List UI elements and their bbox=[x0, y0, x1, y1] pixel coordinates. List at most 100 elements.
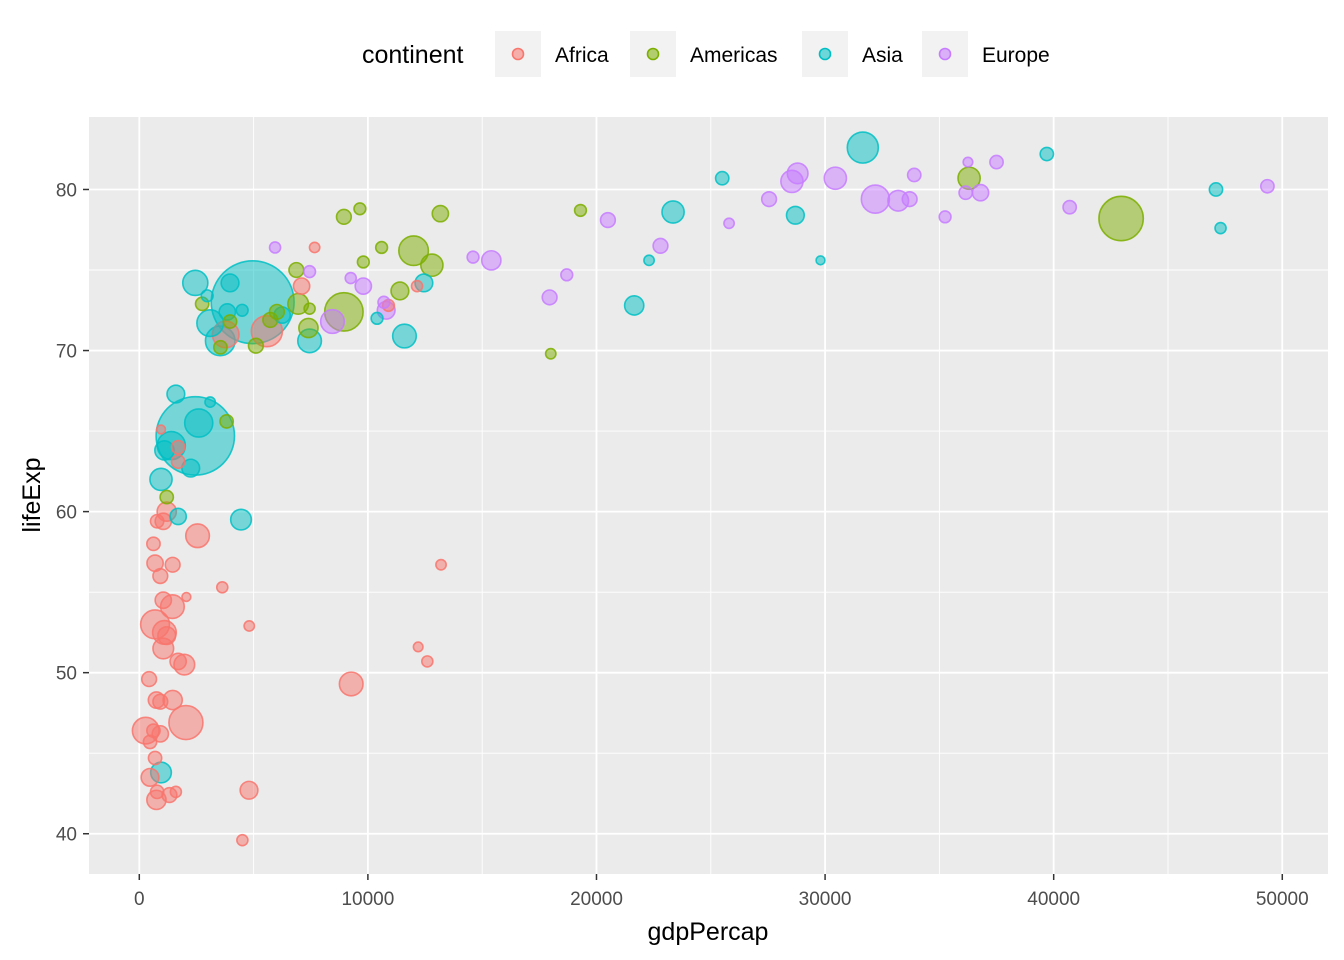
point-europe bbox=[860, 184, 891, 214]
point-asia bbox=[235, 303, 249, 317]
x-axis-ticks: 0 10000 20000 30000 40000 50000 bbox=[134, 874, 1309, 910]
point-europe bbox=[354, 277, 373, 296]
legend-key-africa bbox=[511, 47, 525, 61]
point-americas bbox=[247, 337, 265, 354]
point-africa bbox=[152, 567, 169, 585]
point-africa bbox=[236, 833, 249, 847]
y-axis-title: lifeExp bbox=[18, 457, 46, 532]
point-europe bbox=[466, 250, 480, 264]
y-axis-ticks: 40 50 60 70 80 bbox=[56, 180, 89, 846]
point-asia bbox=[391, 323, 418, 349]
legend-label-europe: Europe bbox=[982, 44, 1050, 67]
point-africa bbox=[410, 279, 424, 293]
point-africa bbox=[170, 454, 186, 470]
point-asia bbox=[1039, 146, 1055, 162]
point-asia bbox=[204, 396, 217, 409]
point-americas bbox=[390, 281, 410, 301]
point-europe bbox=[652, 237, 669, 255]
point-europe bbox=[1062, 199, 1078, 215]
point-europe bbox=[319, 308, 346, 335]
point-americas bbox=[303, 302, 316, 315]
point-asia bbox=[149, 467, 173, 492]
point-africa bbox=[420, 655, 434, 668]
point-africa bbox=[169, 652, 188, 671]
point-africa bbox=[154, 591, 173, 610]
point-americas bbox=[298, 317, 319, 339]
point-asia bbox=[169, 507, 188, 526]
point-europe bbox=[989, 154, 1004, 170]
legend-entry-asia: Asia bbox=[802, 31, 903, 77]
point-africa bbox=[149, 513, 165, 529]
point-europe bbox=[560, 268, 574, 282]
point-africa bbox=[170, 439, 186, 455]
x-tick-label: 50000 bbox=[1256, 889, 1309, 910]
point-americas bbox=[219, 413, 235, 429]
point-americas bbox=[573, 203, 588, 218]
point-europe bbox=[723, 217, 736, 230]
point-americas bbox=[159, 489, 175, 505]
point-africa bbox=[164, 556, 181, 573]
point-asia bbox=[166, 384, 186, 404]
legend-label-americas: Americas bbox=[690, 44, 778, 67]
point-europe bbox=[344, 271, 358, 285]
point-africa bbox=[152, 693, 169, 710]
point-asia bbox=[370, 311, 384, 326]
point-americas bbox=[374, 240, 389, 255]
point-africa bbox=[308, 241, 321, 254]
y-tick-label: 80 bbox=[56, 180, 77, 201]
point-americas bbox=[420, 253, 444, 278]
point-europe bbox=[541, 289, 558, 306]
legend-key-europe bbox=[938, 47, 952, 61]
point-africa bbox=[239, 780, 259, 800]
point-europe bbox=[480, 249, 502, 271]
x-axis-title: gdpPercap bbox=[648, 918, 769, 946]
point-africa bbox=[146, 536, 161, 552]
point-africa bbox=[338, 671, 364, 697]
point-americas bbox=[356, 255, 371, 269]
point-africa bbox=[184, 523, 211, 549]
point-europe bbox=[958, 185, 974, 201]
point-asia bbox=[661, 200, 685, 224]
point-asia bbox=[643, 254, 656, 267]
point-europe bbox=[971, 183, 990, 202]
point-europe bbox=[760, 190, 778, 208]
point-europe bbox=[786, 162, 809, 185]
legend-title: continent bbox=[362, 41, 464, 69]
point-americas bbox=[288, 261, 305, 279]
point-asia bbox=[181, 269, 209, 297]
point-americas bbox=[1098, 195, 1145, 242]
point-asia bbox=[785, 205, 806, 225]
legend: continent Africa Americas Asia Europe bbox=[362, 31, 1050, 77]
point-africa bbox=[292, 277, 311, 296]
legend-key-americas bbox=[646, 47, 660, 61]
point-africa bbox=[412, 641, 424, 653]
point-africa bbox=[140, 670, 158, 688]
point-asia bbox=[1214, 221, 1227, 235]
point-africa bbox=[168, 704, 204, 741]
point-asia bbox=[623, 295, 645, 316]
x-tick-label: 40000 bbox=[1027, 889, 1080, 910]
point-americas bbox=[353, 202, 367, 216]
point-africa bbox=[142, 734, 158, 750]
point-africa bbox=[140, 767, 160, 788]
point-asia bbox=[183, 408, 214, 438]
legend-key-asia bbox=[818, 47, 832, 61]
point-americas bbox=[213, 339, 228, 355]
point-asia bbox=[714, 170, 730, 186]
point-europe bbox=[901, 190, 918, 208]
point-europe bbox=[599, 211, 617, 229]
point-europe bbox=[302, 264, 317, 279]
point-africa bbox=[155, 424, 167, 435]
x-tick-label: 30000 bbox=[799, 889, 852, 910]
y-tick-label: 50 bbox=[56, 664, 77, 685]
legend-label-africa: Africa bbox=[555, 44, 609, 67]
point-europe bbox=[268, 241, 282, 254]
legend-entry-americas: Americas bbox=[630, 31, 778, 77]
point-africa bbox=[215, 580, 229, 594]
point-americas bbox=[398, 235, 430, 267]
point-americas bbox=[431, 204, 450, 223]
legend-label-asia: Asia bbox=[862, 44, 903, 67]
y-tick-label: 60 bbox=[56, 503, 77, 524]
data-points bbox=[131, 131, 1275, 847]
point-europe bbox=[1259, 178, 1275, 194]
